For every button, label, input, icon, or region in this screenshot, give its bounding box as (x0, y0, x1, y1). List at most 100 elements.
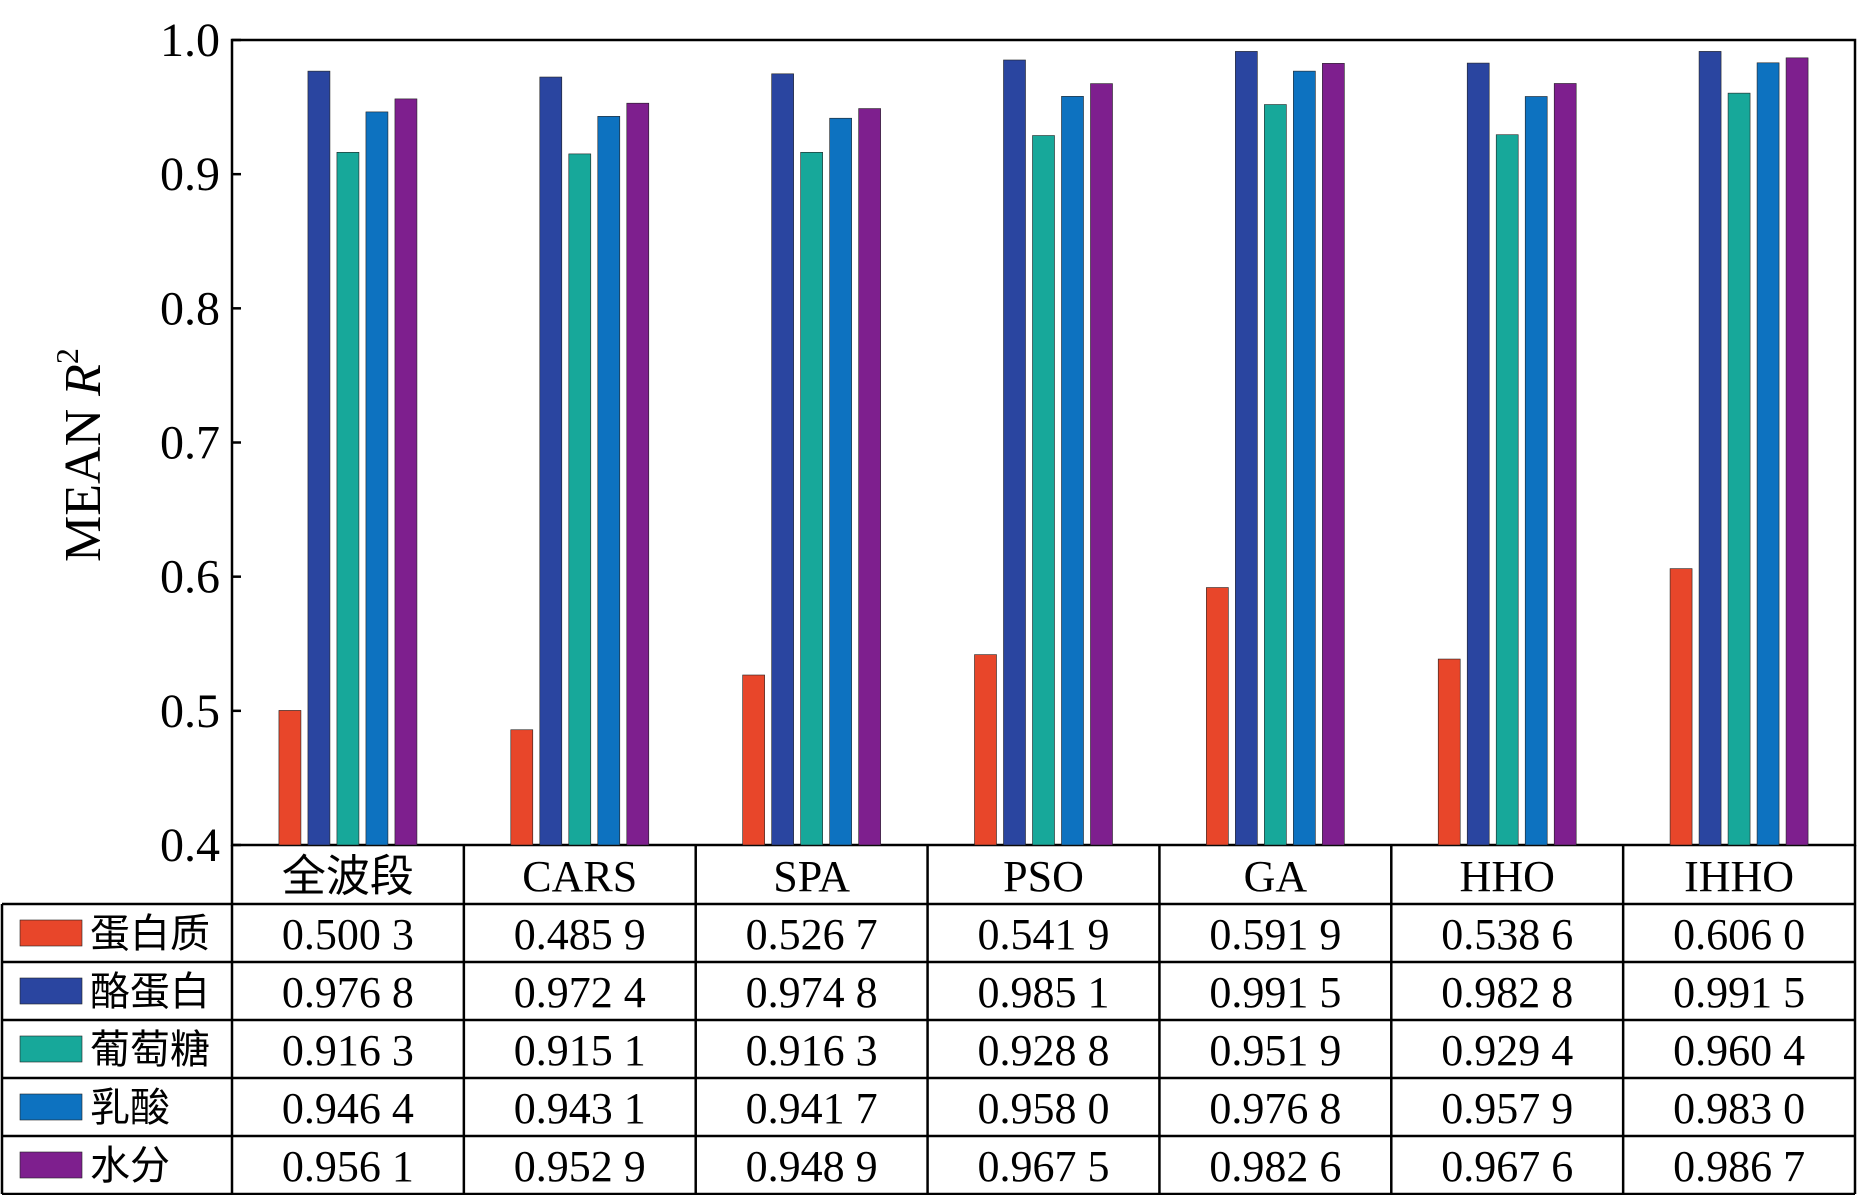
bar (366, 112, 388, 845)
x-category-label: SPA (773, 852, 850, 901)
bar (1322, 63, 1344, 845)
table-cell-value: 0.929 4 (1441, 1026, 1573, 1075)
bar (1757, 63, 1779, 845)
bar (743, 675, 765, 845)
bar (1438, 659, 1460, 845)
table-cell-value: 0.915 1 (514, 1026, 646, 1075)
table-cell-value: 0.976 8 (282, 968, 414, 1017)
table-cell-value: 0.941 7 (746, 1084, 878, 1133)
bar (830, 118, 852, 845)
bar (1670, 569, 1692, 845)
legend-swatch (20, 1094, 82, 1120)
table-cell-value: 0.538 6 (1441, 910, 1573, 959)
table-cell-value: 0.928 8 (978, 1026, 1110, 1075)
table-cell-value: 0.991 5 (1673, 968, 1805, 1017)
table-cell-value: 0.974 8 (746, 968, 878, 1017)
bar (1004, 60, 1026, 845)
x-category-label: GA (1244, 852, 1308, 901)
table-cell-value: 0.952 9 (514, 1142, 646, 1191)
bar (1496, 135, 1518, 845)
y-axis-title-sup: 2 (49, 348, 85, 364)
legend-label: 水分 (90, 1143, 170, 1189)
y-axis-title-var: R (55, 364, 112, 397)
table-cell-value: 0.485 9 (514, 910, 646, 959)
table-cell-value: 0.982 6 (1209, 1142, 1341, 1191)
bar-chart: 0.4 0.5 0.6 0.7 0.8 0.9 1.0 全波段 CARS SPA PSO GA HHO… (0, 0, 1870, 1195)
table-cell-value: 0.958 0 (978, 1084, 1110, 1133)
x-category-label: HHO (1460, 852, 1555, 901)
x-category-label: CARS (522, 852, 637, 901)
table-cell-value: 0.500 3 (282, 910, 414, 959)
bar (540, 77, 562, 845)
table-cell-value: 0.951 9 (1209, 1026, 1341, 1075)
bar (1264, 105, 1286, 845)
table-cell-value: 0.960 4 (1673, 1026, 1805, 1075)
bar (801, 152, 823, 845)
bar (308, 71, 330, 845)
data-table: 全波段 CARS SPA PSO GA HHO IHHO 蛋白质 0.500 3 0.485 9 0… (2, 845, 1855, 1194)
bar (1062, 96, 1084, 845)
table-cell-value: 0.948 9 (746, 1142, 878, 1191)
table-cell-value: 0.956 1 (282, 1142, 414, 1191)
table-cell-value: 0.986 7 (1673, 1142, 1805, 1191)
bar (1786, 58, 1808, 845)
bar (1467, 63, 1489, 845)
bar (511, 730, 533, 845)
table-cell-value: 0.967 6 (1441, 1142, 1573, 1191)
y-tick-label: 1.0 (160, 14, 220, 67)
bar (975, 655, 997, 845)
bar (337, 152, 359, 845)
table-cell-value: 0.972 4 (514, 968, 646, 1017)
legend-swatch (20, 920, 82, 946)
bar (1033, 136, 1055, 845)
legend-label: 乳酸 (90, 1085, 170, 1131)
bar (1699, 51, 1721, 845)
y-axis-title: MEAN R2 (49, 348, 112, 562)
y-tick-label: 0.9 (160, 148, 220, 201)
y-tick-label: 0.5 (160, 685, 220, 738)
y-axis-title-prefix: MEAN (55, 396, 112, 562)
table-cell-value: 0.541 9 (978, 910, 1110, 959)
table-cell-value: 0.967 5 (978, 1142, 1110, 1191)
table-cell-value: 0.916 3 (282, 1026, 414, 1075)
table-cell-value: 0.983 0 (1673, 1084, 1805, 1133)
table-cell-value: 0.991 5 (1209, 968, 1341, 1017)
table-cell-value: 0.591 9 (1209, 910, 1341, 959)
y-tick-label: 0.6 (160, 551, 220, 604)
bar (569, 154, 591, 845)
y-tick-label: 0.7 (160, 417, 220, 470)
bar (627, 103, 649, 845)
bar (1206, 588, 1228, 845)
table-cell-value: 0.946 4 (282, 1084, 414, 1133)
table-cell-value: 0.943 1 (514, 1084, 646, 1133)
y-axis: 0.4 0.5 0.6 0.7 0.8 0.9 1.0 (160, 14, 241, 872)
x-category-label: PSO (1003, 852, 1084, 901)
table-cell-value: 0.606 0 (1673, 910, 1805, 959)
table-cell-value: 0.916 3 (746, 1026, 878, 1075)
legend-swatch (20, 978, 82, 1004)
legend-swatch (20, 1152, 82, 1178)
x-category-label: 全波段 (282, 852, 414, 901)
table-cell-value: 0.526 7 (746, 910, 878, 959)
bars (279, 51, 1808, 845)
table-cell-value: 0.985 1 (978, 968, 1110, 1017)
bar (1235, 51, 1257, 845)
table-cell-value: 0.957 9 (1441, 1084, 1573, 1133)
bar (598, 116, 620, 845)
bar (1525, 96, 1547, 845)
y-tick-label: 0.8 (160, 282, 220, 335)
bar (279, 710, 301, 845)
bar (1554, 83, 1576, 845)
x-category-label: IHHO (1684, 852, 1794, 901)
legend-swatch (20, 1036, 82, 1062)
bar (1293, 71, 1315, 845)
y-tick-label: 0.4 (160, 819, 220, 872)
bar (1728, 93, 1750, 845)
bar (395, 99, 417, 845)
legend-label: 葡萄糖 (90, 1027, 210, 1073)
bar (772, 74, 794, 845)
table-cell-value: 0.982 8 (1441, 968, 1573, 1017)
legend-label: 酪蛋白 (90, 969, 210, 1015)
bar (1091, 84, 1113, 845)
table-cell-value: 0.976 8 (1209, 1084, 1341, 1133)
